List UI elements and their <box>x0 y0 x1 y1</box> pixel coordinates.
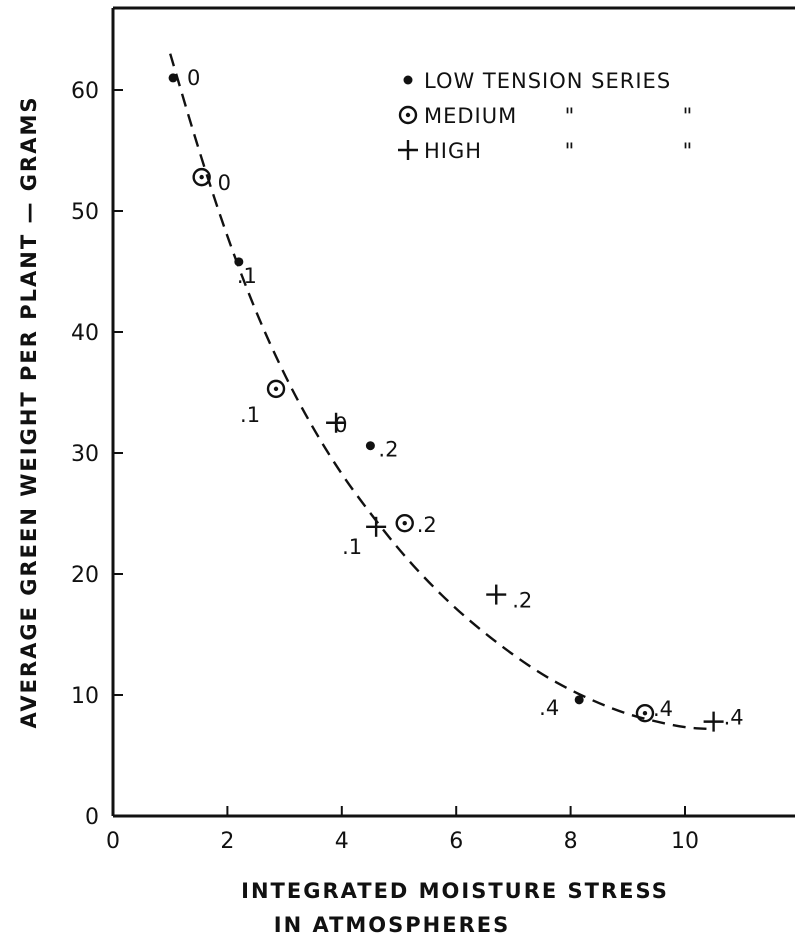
medium-tension-point <box>398 105 418 125</box>
legend-ditto: " <box>565 139 576 163</box>
axes <box>111 6 795 818</box>
legend: LOW TENSION SERIES MEDIUM " " HIGH " " <box>398 69 694 163</box>
legend-ditto: " <box>683 104 694 128</box>
point-label: .2 <box>378 438 398 462</box>
y-tick-label: 30 <box>71 442 99 467</box>
medium-tension-point-center <box>273 386 279 392</box>
point-label: 0 <box>218 171 231 195</box>
medium-tension-point-center <box>642 710 648 716</box>
medium-tension-point <box>395 513 414 533</box>
medium-tension-point <box>192 167 211 187</box>
legend-label: MEDIUM <box>424 104 517 128</box>
data-points: 0 .1 .2 .4 0 .1 .2 .4 0 .1 .2 .4 <box>168 66 744 732</box>
point-label: .1 <box>342 535 362 559</box>
medium-tension-point-center <box>405 112 411 118</box>
y-tick-label: 60 <box>71 79 99 104</box>
ticks: 0 2 4 6 8 10 0 10 20 30 40 50 60 <box>71 79 699 854</box>
x-tick-label: 2 <box>220 829 234 854</box>
x-tick-label: 4 <box>335 829 349 854</box>
medium-tension-point <box>635 703 655 723</box>
y-tick-label: 10 <box>71 684 99 709</box>
point-label: 0 <box>334 413 347 437</box>
medium-tension-point <box>266 379 286 399</box>
y-tick-label: 50 <box>71 200 99 225</box>
point-label: .2 <box>417 513 437 537</box>
low-tension-point <box>365 441 375 451</box>
x-tick-label: 10 <box>671 829 699 854</box>
low-tension-point <box>403 75 413 85</box>
fit-curve <box>169 53 708 731</box>
y-tick-label: 0 <box>85 805 99 830</box>
x-tick-label: 6 <box>449 829 463 854</box>
point-label: .1 <box>240 403 260 427</box>
point-label: .4 <box>653 697 673 721</box>
legend-label: LOW TENSION SERIES <box>424 69 671 93</box>
x-tick-label: 8 <box>564 829 578 854</box>
low-tension-point <box>168 73 178 83</box>
y-tick-label: 20 <box>71 563 99 588</box>
point-label: .2 <box>512 589 532 613</box>
legend-label: HIGH <box>424 139 482 163</box>
point-label: .1 <box>237 264 257 288</box>
fit-curve-group <box>169 53 708 731</box>
point-label: 0 <box>187 66 200 90</box>
low-tension-point <box>234 257 244 267</box>
x-axis-title-line2: IN ATMOSPHERES <box>274 913 510 937</box>
point-label: .4 <box>539 696 559 720</box>
point-label: .4 <box>724 706 744 730</box>
legend-ditto: " <box>683 139 694 163</box>
legend-ditto: " <box>565 104 576 128</box>
low-tension-point <box>574 695 584 705</box>
x-tick-label: 0 <box>106 829 120 854</box>
medium-tension-point-center <box>402 520 407 526</box>
medium-tension-point-center <box>199 174 204 180</box>
y-tick-label: 40 <box>71 321 99 346</box>
y-axis-title: AVERAGE GREEN WEIGHT PER PLANT — GRAMS <box>17 96 41 729</box>
x-axis-title-line1: INTEGRATED MOISTURE STRESS <box>241 879 669 903</box>
